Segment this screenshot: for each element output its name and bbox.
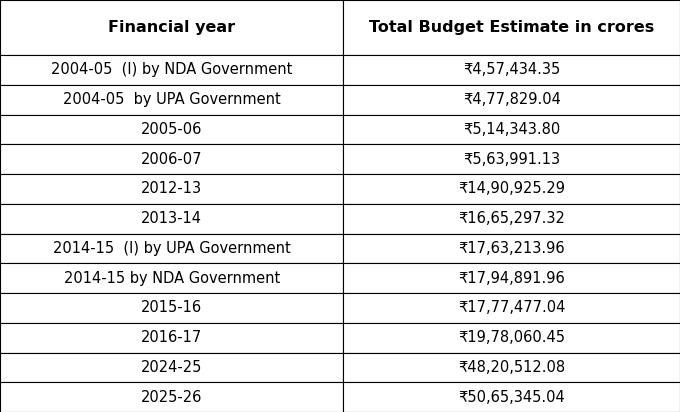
Text: 2014-15 by NDA Government: 2014-15 by NDA Government: [63, 271, 280, 286]
Bar: [0, 55, 343, 85]
Text: 2014-15  (I) by UPA Government: 2014-15 (I) by UPA Government: [53, 241, 290, 256]
Bar: [0, 293, 343, 323]
Text: 2004-05  (I) by NDA Government: 2004-05 (I) by NDA Government: [51, 62, 292, 77]
Text: ₹17,77,477.04: ₹17,77,477.04: [458, 300, 565, 315]
Bar: [343, 85, 680, 115]
Bar: [0, 85, 343, 115]
Bar: [343, 382, 680, 412]
Bar: [0, 115, 343, 144]
Text: 2013-14: 2013-14: [141, 211, 202, 226]
Text: Financial year: Financial year: [108, 20, 235, 35]
Text: ₹14,90,925.29: ₹14,90,925.29: [458, 181, 565, 197]
Text: ₹16,65,297.32: ₹16,65,297.32: [458, 211, 565, 226]
Bar: [0, 382, 343, 412]
Bar: [343, 144, 680, 174]
Text: ₹5,63,991.13: ₹5,63,991.13: [463, 152, 560, 166]
Bar: [343, 293, 680, 323]
Text: ₹17,94,891.96: ₹17,94,891.96: [458, 271, 565, 286]
Text: ₹48,20,512.08: ₹48,20,512.08: [458, 360, 565, 375]
Text: 2006-07: 2006-07: [141, 152, 203, 166]
Bar: [0, 323, 343, 353]
Bar: [343, 263, 680, 293]
Bar: [0, 353, 343, 382]
Text: Total Budget Estimate in crores: Total Budget Estimate in crores: [369, 20, 654, 35]
Bar: [0, 0, 343, 55]
Text: 2004-05  by UPA Government: 2004-05 by UPA Government: [63, 92, 281, 107]
Bar: [343, 0, 680, 55]
Bar: [0, 234, 343, 263]
Text: ₹4,57,434.35: ₹4,57,434.35: [463, 62, 560, 77]
Bar: [343, 323, 680, 353]
Text: 2005-06: 2005-06: [141, 122, 203, 137]
Text: ₹50,65,345.04: ₹50,65,345.04: [458, 390, 565, 405]
Bar: [343, 174, 680, 204]
Bar: [0, 144, 343, 174]
Bar: [343, 115, 680, 144]
Text: 2025-26: 2025-26: [141, 390, 203, 405]
Text: 2024-25: 2024-25: [141, 360, 203, 375]
Bar: [343, 204, 680, 234]
Text: ₹19,78,060.45: ₹19,78,060.45: [458, 330, 565, 345]
Text: 2015-16: 2015-16: [141, 300, 202, 315]
Bar: [0, 204, 343, 234]
Text: 2016-17: 2016-17: [141, 330, 203, 345]
Bar: [343, 353, 680, 382]
Text: ₹5,14,343.80: ₹5,14,343.80: [463, 122, 560, 137]
Text: ₹17,63,213.96: ₹17,63,213.96: [458, 241, 565, 256]
Bar: [343, 55, 680, 85]
Text: ₹4,77,829.04: ₹4,77,829.04: [463, 92, 560, 107]
Bar: [0, 263, 343, 293]
Bar: [0, 174, 343, 204]
Bar: [343, 234, 680, 263]
Text: 2012-13: 2012-13: [141, 181, 202, 197]
